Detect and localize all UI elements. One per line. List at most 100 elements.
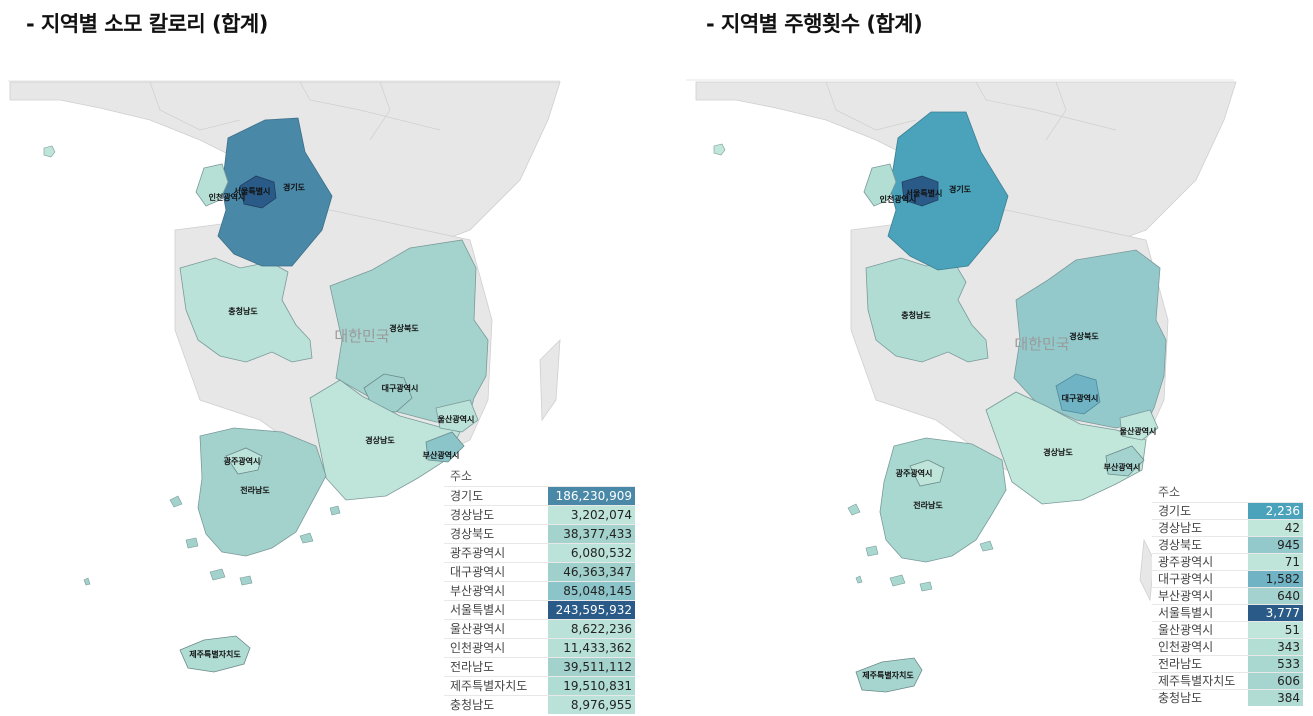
country-label: 대한민국 — [1014, 335, 1069, 353]
legend-row[interactable]: 울산광역시 8,622,236 — [444, 619, 635, 638]
legend-region-name: 부산광역시 — [1158, 589, 1214, 603]
legend-region-name: 울산광역시 — [1158, 623, 1214, 637]
legend-row[interactable]: 경기도 2,236 — [1152, 502, 1303, 519]
legend-row[interactable]: 대구광역시 1,582 — [1152, 570, 1303, 587]
label-gyeongnam: 경상남도 — [365, 435, 395, 445]
legend-row[interactable]: 경상북도 945 — [1152, 536, 1303, 553]
region-daegu — [1055, 373, 1101, 415]
legend-region-name: 제주특별자치도 — [450, 679, 528, 693]
calories-map-panel: - 지역별 소모 칼로리 (합계) — [0, 0, 656, 716]
legend-row[interactable]: 인천광역시 343 — [1152, 638, 1303, 655]
legend-row[interactable]: 서울특별시 3,777 — [1152, 604, 1303, 621]
legend-region-value: 3,777 — [1248, 605, 1303, 621]
label-chungnam: 충청남도 — [228, 306, 258, 316]
southern-islands — [83, 495, 341, 586]
legend-region-value: 42 — [1248, 520, 1303, 536]
legend-region-name: 울산광역시 — [450, 622, 506, 636]
region-ulsan — [1119, 409, 1159, 441]
legend-region-value: 51 — [1248, 622, 1303, 638]
value-legend-table: 주소 경기도 186,230,909 경상남도 3,202,074 경상북도 38,3… — [444, 468, 635, 714]
legend-row[interactable]: 대구광역시 46,363,347 — [444, 562, 635, 581]
legend-region-name: 서울특별시 — [1158, 606, 1214, 620]
legend-region-value: 85,048,145 — [548, 582, 635, 600]
label-jeonnam: 전라남도 — [240, 485, 270, 495]
legend-row[interactable]: 경기도 186,230,909 — [444, 486, 635, 505]
label-jeonnam: 전라남도 — [913, 500, 943, 510]
legend-row[interactable]: 경상남도 3,202,074 — [444, 505, 635, 524]
legend-region-value: 533 — [1248, 656, 1303, 672]
legend-row[interactable]: 전라남도 533 — [1152, 655, 1303, 672]
legend-region-value: 6,080,532 — [548, 544, 635, 562]
legend-row[interactable]: 부산광역시 85,048,145 — [444, 581, 635, 600]
legend-row[interactable]: 충청남도 384 — [1152, 689, 1303, 706]
label-ulsan: 울산광역시 — [1120, 426, 1157, 436]
label-chungnam: 충청남도 — [901, 310, 931, 320]
legend-region-value: 38,377,433 — [548, 525, 635, 543]
legend-row[interactable]: 전라남도 39,511,112 — [444, 657, 635, 676]
legend-region-value: 186,230,909 — [548, 487, 635, 505]
value-legend-table: 주소 경기도 2,236 경상남도 42 경상북도 945 광주광역시 71 대구광역시… — [1152, 484, 1303, 706]
region-seoul — [239, 175, 277, 209]
legend-region-value: 945 — [1248, 537, 1303, 553]
legend-region-value: 46,363,347 — [548, 563, 635, 581]
region-gwangju — [225, 447, 263, 475]
korea-choropleth-map: 경기도 서울특별시 인천광역시 충청남도 경상북도 대구광역시 울산광역시 경상… — [686, 79, 1237, 693]
panel-title: - 지역별 주행횟수 (합계) — [706, 12, 923, 36]
label-daegu: 대구광역시 — [382, 383, 419, 393]
island-small — [43, 145, 56, 158]
legend-region-name: 경기도 — [1158, 504, 1192, 518]
legend-row[interactable]: 경상북도 38,377,433 — [444, 524, 635, 543]
legend-row[interactable]: 제주특별자치도 19,510,831 — [444, 676, 635, 695]
legend-row[interactable]: 부산광역시 640 — [1152, 587, 1303, 604]
label-busan: 부산광역시 — [1104, 462, 1141, 472]
legend-row[interactable]: 서울특별시 243,595,932 — [444, 600, 635, 619]
legend-region-name: 경기도 — [450, 489, 484, 503]
legend-row[interactable]: 광주광역시 71 — [1152, 553, 1303, 570]
region-incheon — [863, 163, 897, 207]
label-daegu: 대구광역시 — [1062, 393, 1099, 403]
legend-region-name: 제주특별자치도 — [1158, 674, 1236, 688]
region-busan — [425, 431, 465, 463]
label-jeju: 제주특별자치도 — [862, 670, 914, 680]
legend-row[interactable]: 제주특별자치도 606 — [1152, 672, 1303, 689]
label-gwangju: 광주광역시 — [224, 456, 261, 466]
region-seoul — [901, 175, 939, 207]
legend-region-value: 8,622,236 — [548, 620, 635, 638]
legend-region-value: 2,236 — [1248, 503, 1303, 519]
legend-region-name: 부산광역시 — [450, 584, 506, 598]
legend-region-name: 경상북도 — [1158, 538, 1203, 552]
legend-region-name: 경상북도 — [450, 527, 495, 541]
legend-region-value: 19,510,831 — [548, 677, 635, 695]
legend-region-name: 충청남도 — [450, 698, 495, 712]
country-label: 대한민국 — [334, 327, 389, 345]
legend-region-name: 광주광역시 — [1158, 555, 1214, 569]
region-gyeongbuk — [329, 239, 489, 423]
region-labels: 경기도 서울특별시 인천광역시 충청남도 경상북도 대구광역시 울산광역시 경상… — [862, 184, 1156, 680]
legend-row[interactable]: 광주광역시 6,080,532 — [444, 543, 635, 562]
panel-title: - 지역별 소모 칼로리 (합계) — [26, 12, 268, 36]
label-incheon: 인천광역시 — [209, 192, 246, 202]
legend-row[interactable]: 울산광역시 51 — [1152, 621, 1303, 638]
label-jeju: 제주특별자치도 — [189, 649, 241, 659]
label-seoul: 서울특별시 — [234, 186, 271, 196]
label-gwangju: 광주광역시 — [896, 468, 933, 478]
region-gyeonggi — [887, 111, 1009, 271]
region-jeju — [179, 635, 251, 673]
label-gyeongbuk: 경상북도 — [389, 323, 419, 333]
legend-region-value: 1,582 — [1248, 571, 1303, 587]
label-ulsan: 울산광역시 — [438, 414, 475, 424]
legend-region-value: 606 — [1248, 673, 1303, 689]
legend-region-name: 광주광역시 — [450, 546, 506, 560]
legend-header: 주소 — [1158, 485, 1181, 499]
legend-row[interactable]: 충청남도 8,976,955 — [444, 695, 635, 714]
legend-region-name: 대구광역시 — [1158, 572, 1214, 586]
label-gyeongbuk: 경상북도 — [1069, 331, 1099, 341]
region-chungnam — [179, 257, 313, 363]
legend-row[interactable]: 경상남도 42 — [1152, 519, 1303, 536]
label-seoul: 서울특별시 — [906, 188, 943, 198]
label-gyeonggi: 경기도 — [949, 184, 972, 194]
region-ulsan — [435, 399, 479, 433]
legend-region-name: 대구광역시 — [450, 565, 506, 579]
legend-row[interactable]: 인천광역시 11,433,362 — [444, 638, 635, 657]
region-labels: 경기도 서울특별시 인천광역시 충청남도 경상북도 대구광역시 울산광역시 경상… — [189, 182, 474, 659]
